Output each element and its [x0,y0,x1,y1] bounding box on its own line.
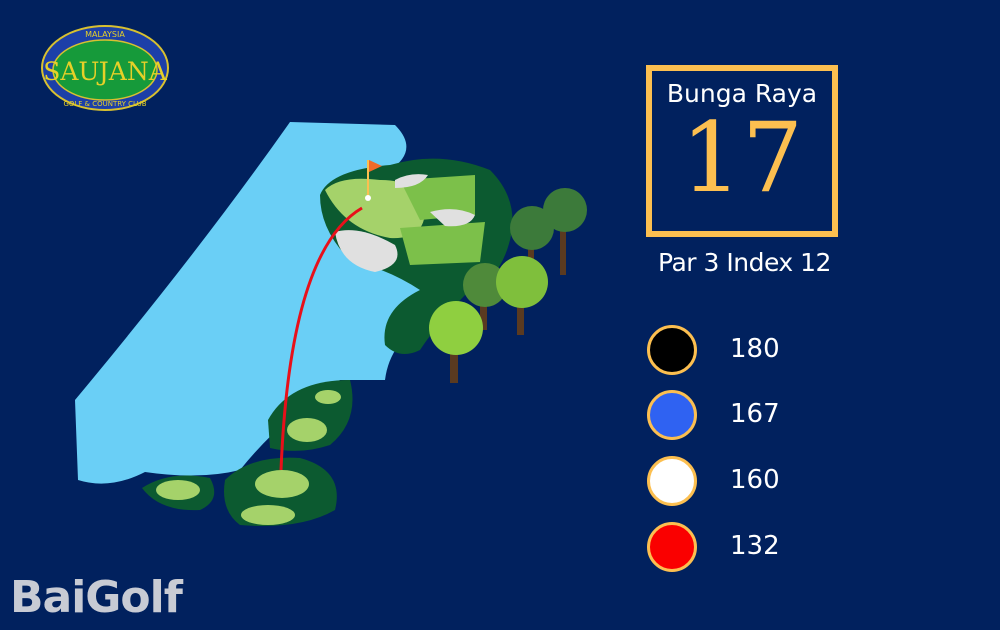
par-index: Par 3 Index 12 [658,248,831,277]
tee-black: 180 [647,325,847,375]
tee-distance: 132 [730,531,780,561]
bunker [395,174,475,227]
tee-distance: 180 [730,334,780,364]
svg-text:GOLF & COUNTRY CLUB: GOLF & COUNTRY CLUB [63,100,146,108]
tee-marker-red [647,522,697,572]
putting-green [325,178,425,239]
svg-text:MALAYSIA: MALAYSIA [85,30,125,39]
tee-distance: 160 [730,465,780,495]
tee-marker-blue [647,390,697,440]
tee-red: 132 [647,522,847,572]
hole-info-box: Bunga Raya 17 [646,65,838,237]
tee-boxes [142,380,353,526]
trees [429,188,587,383]
hole-name: Bunga Raya [666,79,818,108]
tee-marker-white [647,456,697,506]
bunker [335,230,398,272]
index-label: Index 12 [726,248,831,277]
logo: SAUJANA MALAYSIA GOLF & COUNTRY CLUB [41,25,169,111]
svg-text:SAUJANA: SAUJANA [43,57,168,86]
tee-white: 160 [647,456,847,506]
flag-icon [365,160,382,201]
tee-distance: 167 [730,399,780,429]
par-label: Par 3 [658,248,719,277]
tee-marker-black [647,325,697,375]
shot-line [279,206,363,471]
tee-blue: 167 [647,390,847,440]
hole-number: 17 [680,102,804,214]
watermark: BaiGolf [10,572,183,623]
